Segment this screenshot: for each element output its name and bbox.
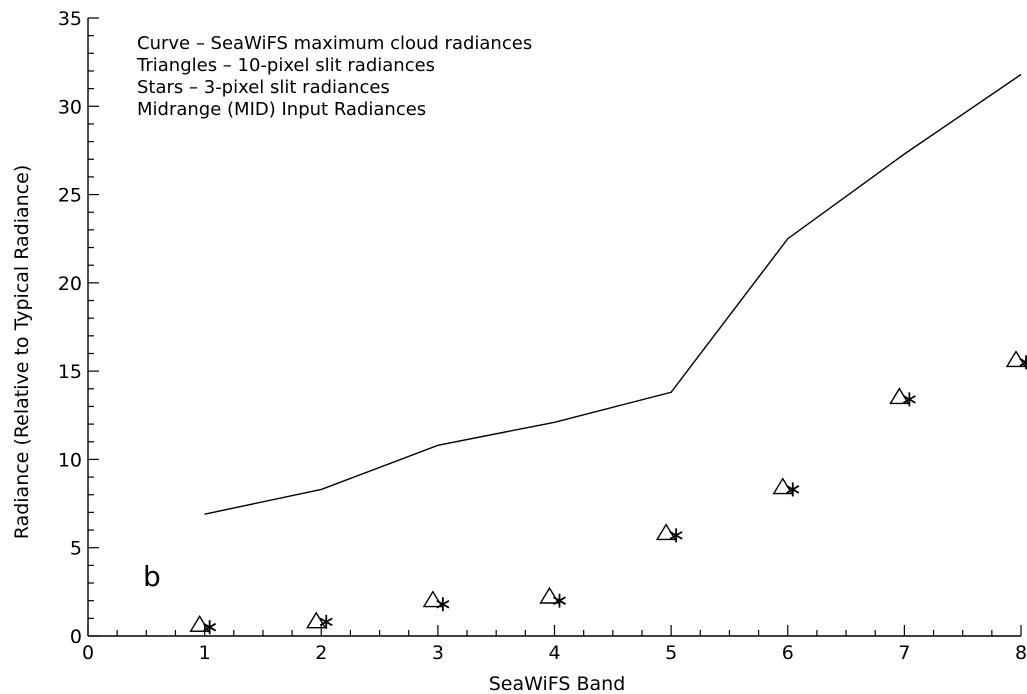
- plot-area: [189, 73, 1027, 635]
- star-marker: [552, 593, 567, 608]
- legend-line: Midrange (MID) Input Radiances: [137, 99, 426, 120]
- y-tick-label: 35: [58, 8, 82, 30]
- x-tick-label: 3: [432, 642, 444, 664]
- y-tick-label: 10: [58, 449, 82, 471]
- star-marker: [436, 597, 450, 612]
- x-tick-label: 4: [548, 642, 560, 664]
- legend-line: Stars – 3-pixel slit radiances: [137, 77, 390, 98]
- max-cloud-radiance-curve: [204, 73, 1022, 515]
- legend: Curve – SeaWiFS maximum cloud radiancesT…: [136, 33, 532, 120]
- axes: 0 1 2 3 4 5 6 7 8 0 5 10 15 20 25 30 35: [58, 8, 1027, 664]
- y-tick-label: 0: [70, 626, 82, 648]
- triangle-marker: [306, 611, 327, 629]
- x-tick-label: 8: [1015, 642, 1027, 664]
- x-axis-title: SeaWiFS Band: [489, 673, 626, 694]
- star-marker: [1019, 355, 1027, 370]
- y-tick-label: 25: [58, 185, 82, 207]
- legend-line: Curve – SeaWiFS maximum cloud radiances: [137, 33, 532, 54]
- star-marker: [319, 614, 333, 629]
- star-marker: [669, 528, 683, 543]
- x-tick-label: 5: [665, 642, 677, 664]
- star-marker: [786, 482, 800, 497]
- x-tick-label: 1: [199, 642, 211, 664]
- y-tick-label: 20: [58, 273, 82, 295]
- triangle-marker: [539, 586, 560, 604]
- y-tick-label: 15: [58, 361, 82, 383]
- star-marker: [902, 392, 916, 407]
- star-marker: [203, 620, 217, 635]
- x-tick-label: 7: [898, 642, 910, 664]
- panel-label: b: [143, 560, 161, 593]
- legend-line: Triangles – 10-pixel slit radiances: [136, 55, 435, 76]
- y-tick-label: 30: [58, 96, 82, 118]
- x-tick-label: 0: [82, 642, 94, 664]
- y-tick-label: 5: [70, 538, 82, 560]
- triangle-marker: [422, 590, 444, 608]
- x-tick-label: 2: [315, 642, 327, 664]
- x-tick-label: 6: [782, 642, 794, 664]
- y-axis-title: Radiance (Relative to Typical Radiance): [11, 165, 33, 539]
